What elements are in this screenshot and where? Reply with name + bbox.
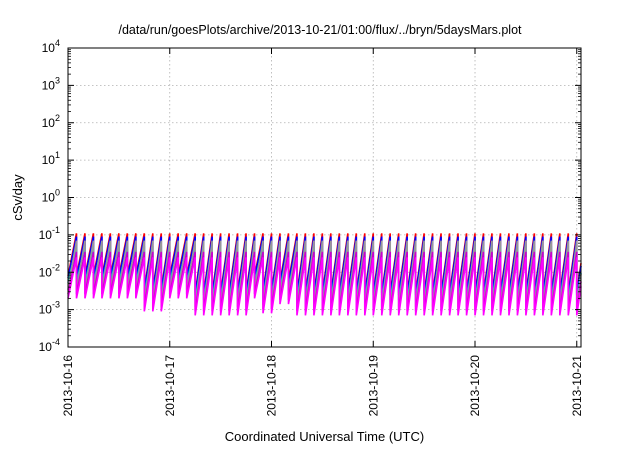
x-tick-label: 2013-10-19 [366,355,380,417]
y-tick-label: 104 [42,38,60,55]
y-tick-label: 101 [42,150,60,167]
y-tick-exponent: -2 [52,262,60,272]
y-tick-label: 103 [42,75,60,92]
y-tick-exponent: -4 [52,337,60,347]
y-tick-exponent: -1 [52,225,60,235]
y-tick-exponent: 4 [55,38,60,48]
y-tick-label: 10-4 [39,337,60,354]
x-tick-label: 2013-10-16 [61,355,75,417]
y-tick-label: 102 [42,113,60,130]
series-lines [67,233,582,316]
y-tick-label: 100 [42,188,60,205]
chart-title: /data/run/goesPlots/archive/2013-10-21/0… [118,23,522,37]
y-tick-base: 10 [42,116,56,130]
y-tick-base: 10 [39,265,53,279]
y-tick-label: 10-3 [39,300,60,317]
x-tick-label: 2013-10-17 [163,355,177,417]
series-line-4 [67,240,582,307]
y-tick-label: 10-2 [39,262,60,279]
x-tick-label: 2013-10-18 [265,355,279,417]
y-tick-base: 10 [39,340,53,354]
y-tick-base: 10 [42,153,56,167]
y-tick-base: 10 [42,191,56,205]
y-tick-base: 10 [39,303,53,317]
y-tick-exponent: 2 [55,113,60,123]
y-axis-label: cSv/day [10,174,25,221]
y-tick-label: 10-1 [39,225,60,242]
y-tick-base: 10 [42,78,56,92]
y-tick-exponent: -3 [52,300,60,310]
x-tick-label: 2013-10-21 [570,355,584,417]
y-tick-base: 10 [42,41,56,55]
x-axis-label: Coordinated Universal Time (UTC) [225,429,424,444]
series-line-6 [67,257,582,316]
y-tick-exponent: 3 [55,75,60,85]
x-tick-labels: 2013-10-16 2013-10-17 2013-10-18 2013-10-19… [61,355,584,417]
y-tick-exponent: 1 [55,150,60,160]
y-tick-exponent: 0 [55,188,60,198]
x-tick-label: 2013-10-20 [468,355,482,417]
y-tick-base: 10 [39,228,53,242]
axis-ticks [67,47,581,348]
